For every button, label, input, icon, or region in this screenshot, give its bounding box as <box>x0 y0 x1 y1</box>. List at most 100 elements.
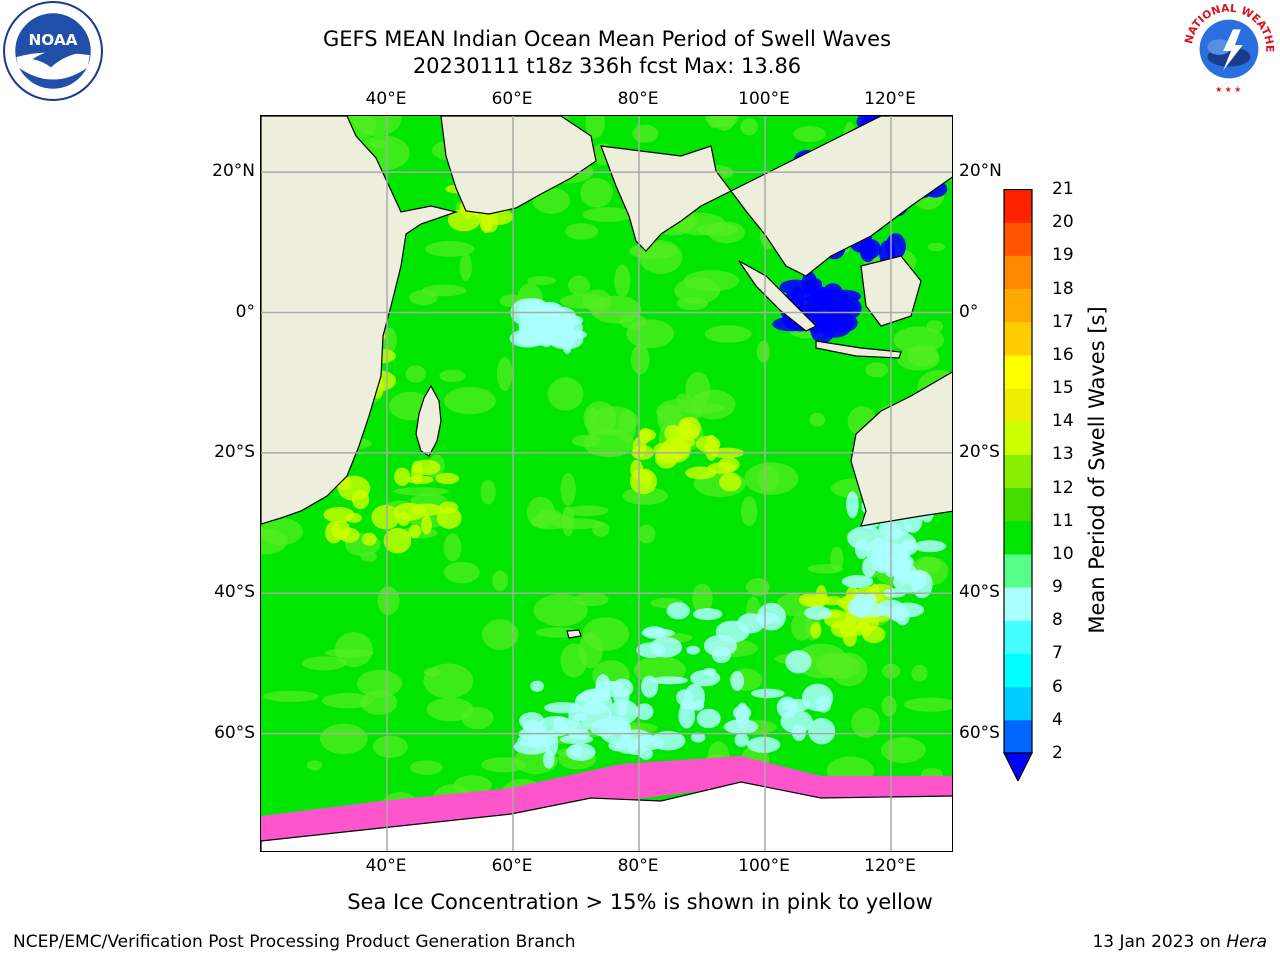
field-patch <box>425 241 475 257</box>
colorbar-tick-label: 21 <box>1052 179 1074 199</box>
field-patch <box>692 583 713 614</box>
colorbar-segment <box>1004 321 1032 356</box>
field-patch <box>377 586 400 615</box>
field-patch <box>798 592 830 608</box>
field-patch <box>356 669 403 698</box>
field-patch <box>641 675 659 698</box>
colorbar-tick-label: 12 <box>1052 477 1074 498</box>
field-patch <box>459 253 472 281</box>
field-patch <box>680 700 697 710</box>
colorbar-tick-label: 14 <box>1052 411 1074 432</box>
field-patch <box>757 602 786 631</box>
field-patch <box>383 327 397 353</box>
colorbar-tick-label: 9 <box>1052 577 1063 598</box>
field-patch <box>683 270 740 292</box>
field-patch <box>436 507 462 529</box>
field-patch <box>705 116 739 128</box>
field-patch <box>372 735 408 758</box>
colorbar-segment <box>1004 189 1032 223</box>
colorbar-tick-label: 19 <box>1052 245 1074 266</box>
field-patch <box>393 487 449 496</box>
field-patch <box>751 688 785 699</box>
arabia-landmass <box>440 116 597 215</box>
colorbar-tick-label: 20 <box>1052 212 1074 233</box>
field-patch <box>637 524 656 544</box>
field-patch <box>571 434 601 447</box>
field-patch <box>626 319 674 349</box>
colorbar-tick-label: 15 <box>1052 378 1074 399</box>
field-patch <box>733 705 752 721</box>
field-patch <box>532 187 571 214</box>
field-patch <box>439 369 466 383</box>
footer-credit: NCEP/EMC/Verification Post Processing Pr… <box>13 932 576 952</box>
colorbar-segment <box>1004 222 1032 256</box>
field-patch <box>730 670 745 691</box>
field-patch <box>719 472 742 492</box>
field-patch <box>885 233 906 260</box>
field-patch <box>526 496 555 529</box>
field-patch <box>263 690 319 702</box>
map-panel <box>260 115 953 852</box>
field-patch <box>724 719 759 735</box>
colorbar-segment <box>1004 388 1032 422</box>
field-patch <box>847 597 873 617</box>
lon-tick-top: 100°E <box>738 89 790 109</box>
colorbar-segment <box>1004 587 1032 621</box>
lon-tick-top: 40°E <box>365 89 407 109</box>
field-patch <box>704 325 752 343</box>
field-patch <box>718 457 740 472</box>
lon-tick-top: 60°E <box>491 89 533 109</box>
field-patch <box>530 680 544 692</box>
field-patch <box>533 593 588 627</box>
lat-tick-left: 60°S <box>214 722 255 743</box>
field-patch <box>630 344 650 375</box>
field-patch <box>435 472 460 485</box>
field-patch <box>439 501 459 514</box>
colorbar-segment <box>1004 553 1032 588</box>
colorbar-title: Mean Period of Swell Waves [s] <box>1085 306 1109 634</box>
lat-tick-right: 40°S <box>959 582 1000 603</box>
field-patch <box>580 177 613 208</box>
lat-tick-left: 20°S <box>214 441 255 462</box>
sea-ice-note: Sea Ice Concentration > 15% is shown in … <box>347 890 933 914</box>
noaa-logo-icon: NOAA <box>3 1 103 101</box>
field-patch <box>893 326 945 354</box>
field-patch <box>926 320 944 333</box>
field-patch <box>927 242 946 252</box>
lat-tick-left: 20°N <box>212 161 255 182</box>
field-patch <box>666 602 690 620</box>
field-patch <box>839 625 869 636</box>
field-patch <box>479 209 493 234</box>
field-patch <box>443 561 480 584</box>
colorbar-tick-label: 8 <box>1052 610 1063 631</box>
footer-date-text: 13 Jan 2023 on <box>1092 932 1227 952</box>
field-patch <box>409 289 438 306</box>
swell-period-map <box>261 116 952 851</box>
field-patch <box>337 475 371 501</box>
field-patch <box>861 623 873 637</box>
field-patch <box>394 467 411 486</box>
field-patch <box>553 721 590 734</box>
colorbar-segment <box>1004 719 1032 754</box>
field-patch <box>524 311 561 331</box>
field-patch <box>690 670 721 687</box>
field-patch <box>325 521 343 544</box>
field-patch <box>678 416 701 440</box>
field-patch <box>334 632 373 668</box>
colorbar-tick-label: 7 <box>1052 643 1063 664</box>
noaa-logo-text: NOAA <box>28 31 77 49</box>
colorbar-segment <box>1004 487 1032 522</box>
field-patch <box>734 733 749 747</box>
field-patch <box>480 479 496 505</box>
java-landmass <box>815 340 902 359</box>
antarctica-landmass <box>261 781 952 851</box>
colorbar-segment <box>1004 520 1032 555</box>
field-patch <box>301 656 347 671</box>
field-patch <box>568 275 591 296</box>
field-patch <box>804 606 832 620</box>
field-patch <box>496 357 513 391</box>
field-patch <box>447 208 481 232</box>
field-patch <box>851 707 881 738</box>
field-patch <box>525 323 559 346</box>
field-patch <box>809 412 826 427</box>
